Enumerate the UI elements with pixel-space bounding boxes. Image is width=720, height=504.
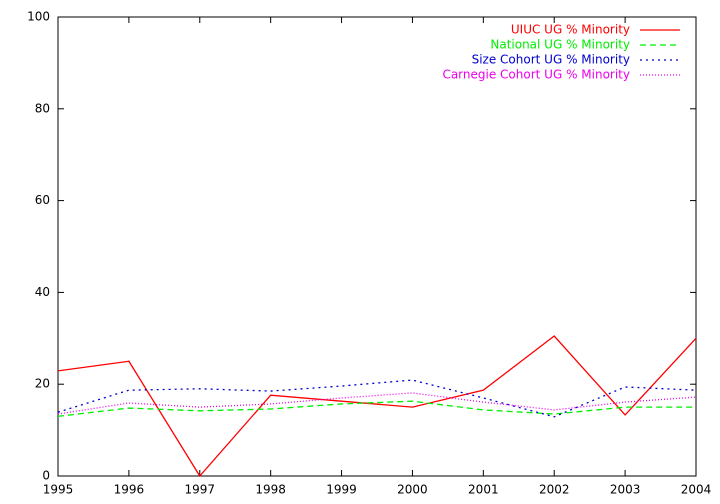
y-tick-label: 60: [35, 193, 50, 207]
x-tick-label: 2002: [539, 483, 570, 497]
y-tick-label: 20: [35, 377, 50, 391]
y-tick-label: 80: [35, 101, 50, 115]
series-line: [57, 392, 697, 415]
series-line: [57, 379, 697, 418]
y-tick-label: 0: [42, 469, 50, 483]
x-tick-label: 2003: [610, 483, 641, 497]
x-tick-label: 1997: [185, 483, 216, 497]
x-tick-label: 1995: [43, 483, 74, 497]
legend-label: Size Cohort UG % Minority: [472, 53, 630, 67]
plot-frame: [57, 16, 697, 477]
x-tick-label: 2001: [468, 483, 499, 497]
y-tick-label: 100: [27, 10, 50, 24]
x-tick-label: 2000: [397, 483, 428, 497]
series-line: [57, 335, 697, 478]
legend-label: Carnegie Cohort UG % Minority: [442, 68, 630, 82]
x-tick-label: 1999: [326, 483, 357, 497]
legend-label: National UG % Minority: [490, 38, 630, 52]
series-line: [57, 400, 696, 417]
y-tick-label: 40: [35, 285, 50, 299]
x-tick-label: 1996: [114, 483, 145, 497]
legend-label: UIUC UG % Minority: [511, 23, 630, 37]
x-tick-label: 1998: [255, 483, 286, 497]
x-tick-label: 2004: [681, 483, 712, 497]
